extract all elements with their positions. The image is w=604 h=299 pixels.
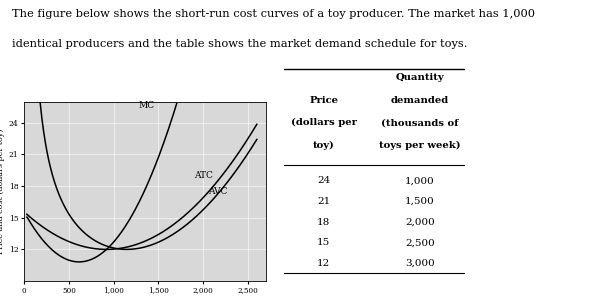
Text: ATC: ATC	[194, 171, 213, 180]
Text: AVC: AVC	[208, 187, 227, 196]
Text: demanded: demanded	[391, 96, 449, 105]
Text: MC: MC	[139, 101, 155, 110]
Text: 21: 21	[317, 197, 330, 206]
Text: (thousands of: (thousands of	[381, 118, 458, 127]
Text: identical producers and the table shows the market demand schedule for toys.: identical producers and the table shows …	[12, 39, 467, 49]
Y-axis label: Price and cost (dollars per toy): Price and cost (dollars per toy)	[0, 129, 5, 254]
Text: toys per week): toys per week)	[379, 141, 461, 150]
Text: 1,000: 1,000	[405, 176, 435, 185]
Text: 15: 15	[317, 238, 330, 247]
Text: The figure below shows the short-run cost curves of a toy producer. The market h: The figure below shows the short-run cos…	[12, 9, 535, 19]
Text: Quantity: Quantity	[396, 73, 444, 82]
Text: Price: Price	[309, 96, 338, 105]
Text: (dollars per: (dollars per	[291, 118, 357, 127]
Text: toy): toy)	[313, 141, 335, 150]
Text: 3,000: 3,000	[405, 259, 435, 268]
Text: 24: 24	[317, 176, 330, 185]
Text: 2,000: 2,000	[405, 218, 435, 227]
Text: 12: 12	[317, 259, 330, 268]
Text: 2,500: 2,500	[405, 238, 435, 247]
Text: 18: 18	[317, 218, 330, 227]
Text: 1,500: 1,500	[405, 197, 435, 206]
